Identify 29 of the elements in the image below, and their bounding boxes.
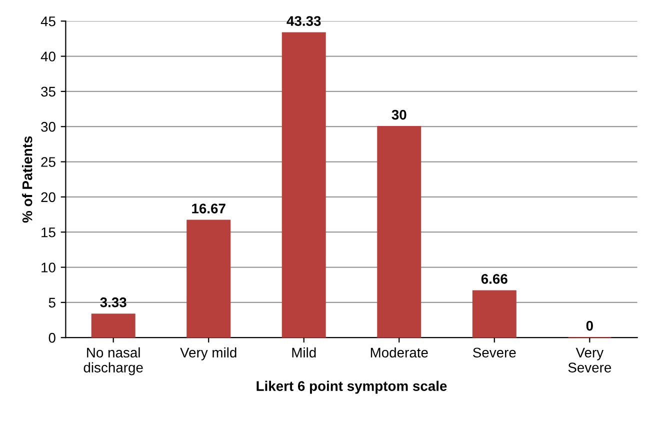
- y-tick-label: 5: [48, 298, 56, 308]
- x-tick-label: Very Severe: [568, 348, 612, 372]
- y-tick-label: 15: [42, 228, 56, 238]
- bar: [282, 32, 326, 338]
- bar: [186, 220, 231, 338]
- data-label: 43.33: [286, 16, 321, 26]
- y-tick-label: 45: [40, 16, 56, 26]
- x-axis-title: Likert 6 point symptom scale: [256, 380, 447, 394]
- x-tick-label: Moderate: [370, 347, 428, 358]
- bar: [472, 290, 516, 338]
- x-tick-label: No nasal discharge: [84, 347, 143, 376]
- y-tick-label: 40: [40, 52, 56, 62]
- y-tick-label: 20: [41, 192, 56, 202]
- y-axis-title: % of Patients: [22, 136, 32, 223]
- bar: [377, 126, 422, 338]
- data-label: 16.67: [192, 204, 226, 214]
- x-tick-label: Severe: [473, 348, 516, 358]
- x-tick-label: Mild: [292, 347, 316, 358]
- y-tick-label: 25: [41, 157, 56, 167]
- y-tick-label: 35: [41, 86, 56, 97]
- y-tick-label: 0: [48, 332, 56, 343]
- data-label: 30: [392, 110, 406, 120]
- data-label: 6.66: [481, 274, 508, 284]
- y-tick-label: 10: [42, 262, 56, 272]
- data-label: 3.33: [100, 297, 126, 308]
- bar: [91, 314, 136, 338]
- x-tick-label: Very mild: [180, 347, 236, 360]
- data-label: 0: [586, 320, 593, 331]
- y-tick-label: 30: [41, 122, 56, 132]
